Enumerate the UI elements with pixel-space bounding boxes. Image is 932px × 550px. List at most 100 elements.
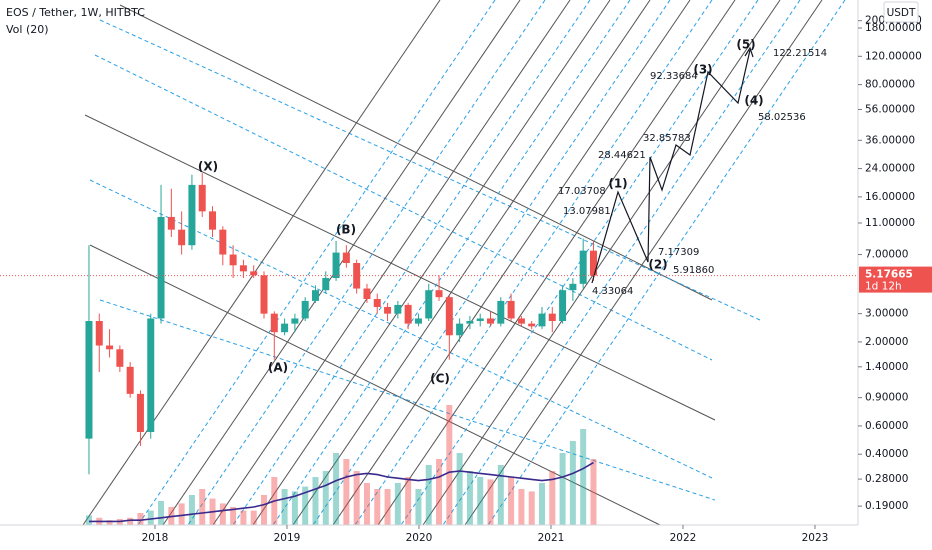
candle-body: [363, 288, 371, 300]
y-tick-label: 7.00000: [865, 249, 908, 261]
indicator-label: Vol (20): [6, 23, 49, 36]
price-annotation: 13.07981: [563, 206, 611, 217]
last-price-label: 5.17665: [865, 269, 913, 281]
volume-bar: [333, 453, 340, 525]
candle-body: [507, 300, 515, 319]
fan-dashed: [442, 0, 801, 526]
candle-body: [116, 349, 124, 367]
fan-line: [212, 0, 571, 526]
candle-body: [209, 211, 217, 230]
candle-body: [559, 290, 567, 322]
candle-body: [311, 290, 319, 301]
y-tick-label: 56.00000: [865, 103, 915, 115]
fan-dashed: [187, 0, 546, 526]
price-annotation: 122.21514: [773, 48, 827, 59]
volume-bar: [322, 471, 329, 525]
y-tick-label: 180.00000: [865, 22, 922, 34]
y-tick-label: 80.00000: [865, 79, 915, 91]
volume-bar: [384, 489, 391, 525]
candle-body: [384, 307, 392, 314]
volume-bar: [312, 477, 319, 525]
candle-body: [425, 290, 433, 319]
volume-bar: [261, 495, 267, 525]
volume-bar: [219, 503, 226, 525]
candle-body: [106, 345, 114, 350]
wave-label: (2): [648, 258, 667, 272]
volume-bar: [549, 471, 556, 525]
price-annotation: 32.85783: [643, 133, 691, 144]
volume-bar: [343, 459, 350, 525]
candle-body: [342, 252, 350, 264]
x-tick-label: 2019: [274, 532, 301, 544]
candle-body: [219, 229, 227, 255]
candle-body: [239, 265, 247, 272]
wave-label: (A): [268, 361, 288, 375]
volume-bar: [302, 486, 309, 525]
y-tick-label: 0.60000: [865, 420, 908, 432]
candle-body: [394, 304, 402, 314]
volume-bar: [158, 501, 165, 525]
volume-bar: [363, 483, 370, 525]
currency-box: [883, 1, 919, 23]
volume-bar: [477, 477, 484, 525]
y-tick-label: 2.00000: [865, 336, 908, 348]
candle-body: [270, 313, 278, 333]
volume-bar: [106, 520, 113, 525]
volume-bar: [178, 503, 185, 525]
wave-label: (X): [198, 160, 218, 174]
candle-body: [126, 366, 134, 394]
fan-line: [162, 0, 521, 526]
channel-dashed: [94, 54, 713, 361]
y-tick-label: 36.00000: [865, 134, 915, 146]
drawings: [82, 0, 846, 526]
volume-bar: [415, 489, 422, 525]
price-annotation: 92.33684: [650, 71, 698, 82]
fan-dashed: [272, 0, 631, 526]
volume-bar: [538, 483, 545, 525]
channel-dashed: [99, 299, 716, 501]
fan-dashed: [487, 0, 846, 526]
candle-body: [579, 250, 587, 284]
volume-bar: [291, 491, 298, 525]
volume-bar: [199, 489, 206, 525]
fan-line: [377, 0, 736, 526]
volume-bar: [580, 429, 587, 525]
fan-dashed: [232, 0, 591, 526]
countdown-label: 1d 12h: [865, 281, 902, 293]
volume-bar: [518, 489, 525, 525]
x-tick-label: 2020: [406, 532, 433, 544]
x-tick-label: 2022: [670, 532, 697, 544]
volume-bar: [230, 507, 237, 525]
volume-bar: [281, 489, 288, 525]
currency-label: USDT: [887, 7, 916, 19]
volume-bar: [374, 489, 381, 525]
volume-bar: [240, 510, 247, 525]
fan-dashed: [400, 0, 759, 526]
candle-body: [291, 318, 299, 324]
last-price-tag: [859, 266, 932, 293]
candle-body: [466, 321, 474, 324]
volume-bar: [127, 517, 134, 525]
y-tick-label: 1.40000: [865, 361, 908, 373]
candle-body: [487, 318, 495, 324]
candle-body: [178, 229, 186, 246]
volume-bar: [425, 465, 432, 525]
volume-bar: [590, 459, 597, 525]
fan-dashed: [137, 0, 496, 526]
y-tick-label: 11.00000: [865, 217, 915, 229]
arrow-head: [744, 46, 754, 58]
volume-bar: [487, 479, 494, 525]
candle-body: [538, 313, 546, 327]
volume-bar: [147, 510, 154, 525]
price-annotation: 28.44621: [598, 150, 646, 161]
candle-body: [456, 323, 464, 336]
volume-ma: [89, 461, 594, 523]
candle-body: [167, 216, 175, 230]
volume-bar: [394, 483, 401, 525]
fan-line: [332, 0, 691, 526]
volume-bar: [353, 471, 360, 525]
y-tick-label: 120.00000: [865, 50, 922, 62]
price-annotation: 58.02536: [758, 112, 806, 123]
candle-body: [589, 250, 597, 276]
